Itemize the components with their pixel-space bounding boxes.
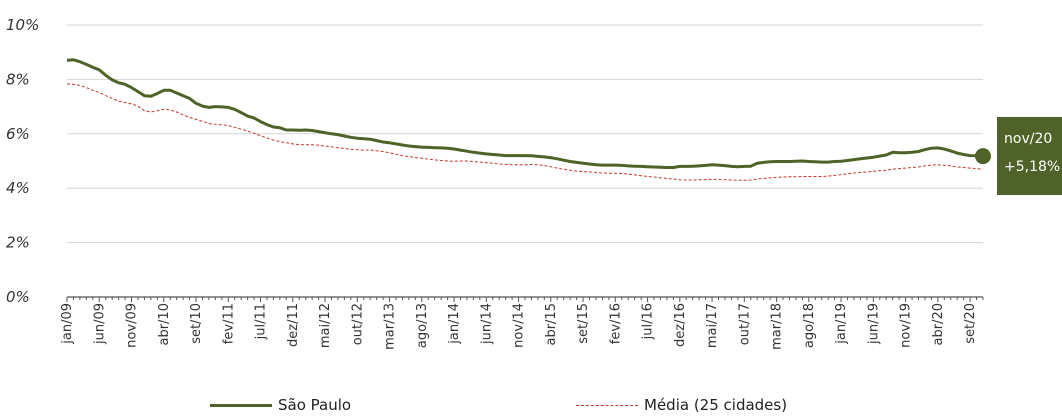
legend-label: Média (25 cidades) xyxy=(644,396,788,414)
x-tick-label: nov/09 xyxy=(125,303,140,348)
x-tick-label: out/12 xyxy=(350,303,365,345)
x-tick-label: mar/13 xyxy=(383,303,398,350)
x-tick-label: abr/15 xyxy=(544,303,559,346)
last-value-callout: nov/20 +5,18% xyxy=(997,117,1062,195)
end-point-marker xyxy=(975,148,991,165)
x-tick-label: abr/20 xyxy=(931,303,946,346)
x-tick-label: mai/17 xyxy=(705,303,720,348)
x-tick-label: mar/18 xyxy=(770,303,785,350)
callout-value: +5,18% xyxy=(1004,159,1061,175)
x-tick-label: out/17 xyxy=(737,303,752,345)
y-tick-label: 0% xyxy=(6,288,30,306)
x-tick-label: set/15 xyxy=(576,303,591,344)
x-tick-label: set/20 xyxy=(963,303,978,344)
x-tick-label: nov/19 xyxy=(899,303,914,348)
y-tick-label: 8% xyxy=(6,70,30,88)
y-tick-label: 6% xyxy=(6,125,30,143)
y-tick-label: 2% xyxy=(6,234,30,252)
x-tick-label: jan/19 xyxy=(834,303,849,345)
x-tick-label: jun/19 xyxy=(866,303,881,345)
x-tick-label: set/10 xyxy=(189,303,204,344)
x-tick-label: jan/09 xyxy=(60,303,75,345)
x-tick-label: jul/11 xyxy=(254,303,269,340)
x-tick-label: jun/14 xyxy=(479,303,494,345)
series-lines xyxy=(66,58,984,181)
x-axis: jan/09 jun/09 nov/09 abr/10 set/10 fev/11 jul/… xyxy=(60,296,984,350)
x-tick-label: fev/11 xyxy=(221,303,236,344)
x-tick-label: mai/12 xyxy=(318,303,333,348)
series-line xyxy=(66,58,984,169)
y-tick-label: 4% xyxy=(6,179,30,197)
legend-swatch-dashed xyxy=(576,404,638,406)
legend-item-media: Média (25 cidades) xyxy=(576,396,787,414)
x-tick-label: jan/14 xyxy=(447,303,462,345)
legend-item-sao-paulo: São Paulo xyxy=(210,396,351,414)
x-tick-label: dez/11 xyxy=(286,303,301,347)
legend-label: São Paulo xyxy=(278,396,352,414)
series-line xyxy=(66,83,984,181)
legend-swatch-solid xyxy=(210,403,272,407)
y-tick-label: 10% xyxy=(6,16,39,34)
x-tick-label: dez/16 xyxy=(673,303,688,347)
x-tick-label: fev/16 xyxy=(608,303,623,344)
x-tick-label: abr/10 xyxy=(157,303,172,346)
callout-period: nov/20 xyxy=(1004,131,1053,147)
gridlines xyxy=(67,24,983,244)
x-tick-label: ago/13 xyxy=(415,303,430,348)
x-tick-label: jun/09 xyxy=(92,303,107,345)
end-marker xyxy=(975,148,991,165)
x-tick-label: jul/16 xyxy=(641,303,656,340)
x-tick-label: nov/14 xyxy=(512,303,527,348)
y-axis-tick-labels: 0% 2% 4% 6% 8% 10% xyxy=(6,16,39,306)
x-tick-label: ago/18 xyxy=(802,303,817,348)
